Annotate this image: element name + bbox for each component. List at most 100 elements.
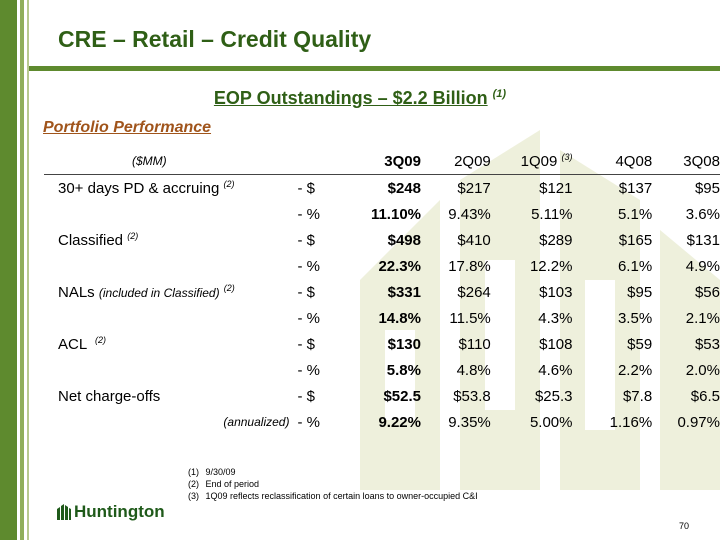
units-label: ($MM) [44,148,350,175]
column-header: 4Q08 [572,148,653,175]
footnote-text: 9/30/09 [205,467,236,477]
table-cell: $331 [387,283,421,301]
table-row: NALs (included in Classified) (2) - $ $3… [44,279,720,305]
table-row: - % 11.10% 9.43% 5.11% 5.1% 3.6% [44,201,720,227]
column-header-text: 1Q09 [520,153,558,170]
page-title: CRE – Retail – Credit Quality [58,26,372,52]
page-number: 70 [679,521,690,531]
table-cell: $264 [457,283,491,301]
table-cell: 9.43% [448,205,491,223]
subtitle-footnote-ref: (1) [492,88,507,100]
table-cell: $95 [627,283,653,301]
row-label: Net charge-offs [58,387,161,405]
table-cell: $56 [694,283,720,301]
footnote-number: (3) [188,491,199,501]
logo-text: Huntington [74,502,165,521]
table-row: (annualized) - % 9.22% 9.35% 5.00% 1.16%… [44,409,720,435]
table-cell: 2.2% [617,361,653,379]
row-label-text: Classified [58,232,124,249]
table-cell: 5.1% [617,205,653,223]
row-unit: - $ [297,283,315,301]
left-accent-stripe-thin [27,0,29,540]
footnote-text: End of period [205,479,260,489]
row-label-text: NALs [58,284,95,301]
footnote-text: 1Q09 reflects reclassification of certai… [205,491,478,501]
credit-quality-table: ($MM) 3Q09 2Q09 1Q09 (3) 4Q08 3Q08 30+ d… [44,148,720,435]
section-heading: Portfolio Performance [43,119,212,136]
row-unit: - % [297,413,320,431]
table-cell: $137 [618,179,653,197]
table-cell: 22.3% [378,257,421,275]
row-unit: - % [297,205,320,223]
table-row: Net charge-offs - $ $52.5 $53.8 $25.3 $7… [44,383,720,409]
subtitle: EOP Outstandings – $2.2 Billion (1) [0,88,720,109]
row-footnote-ref: (2) [223,179,235,189]
table-cell: 2.0% [685,361,720,379]
huntington-logo-icon [57,504,71,520]
table-cell: $59 [627,335,653,353]
table-cell: 5.11% [531,205,573,223]
table-cell: $165 [618,231,653,249]
table-cell: $410 [457,231,491,249]
table-cell: $53.8 [453,387,491,405]
row-unit: - % [297,309,320,327]
table-cell: 6.1% [617,257,653,275]
table-cell: 5.8% [386,361,421,379]
table-cell: 14.8% [378,309,421,327]
table-cell: $248 [387,179,421,197]
footnote-number: (2) [188,479,199,489]
table-cell: 9.22% [378,413,421,431]
table-cell: $289 [539,231,573,249]
footnote: (3) 1Q09 reflects reclassification of ce… [188,490,478,502]
row-label [44,201,297,227]
table-cell: 9.35% [448,413,491,431]
table-cell: $130 [387,335,421,353]
table-cell: 12.2% [529,257,573,275]
huntington-logo: Huntington [57,502,165,522]
left-accent-stripe [20,0,24,540]
column-footnote-ref: (3) [561,152,573,162]
table-cell: $103 [539,283,573,301]
table-row: - % 5.8% 4.8% 4.6% 2.2% 2.0% [44,357,720,383]
table-cell: 3.6% [685,205,720,223]
row-label: (annualized) [223,415,290,429]
row-footnote-ref: (2) [223,283,235,293]
row-unit: - $ [297,231,315,249]
row-label: NALs (included in Classified) (2) [44,279,297,305]
row-label [44,357,297,383]
table-cell: 4.6% [538,361,573,379]
table-cell: 4.8% [456,361,491,379]
table-cell: $25.3 [534,387,573,405]
table-cell: $7.8 [622,387,653,405]
table-cell: $95 [694,179,720,197]
row-sublabel: (included in Classified) [98,286,220,300]
table-cell: 11.5% [449,309,491,327]
table-cell: 11.10% [370,205,421,223]
row-unit: - $ [297,335,315,353]
table-cell: 3.5% [617,309,653,327]
table-cell: $217 [457,179,491,197]
table-row: - % 14.8% 11.5% 4.3% 3.5% 2.1% [44,305,720,331]
column-header: 1Q09 (3) [490,148,573,175]
footnote: (2) End of period [188,478,478,490]
table-cell: $53 [694,335,720,353]
table-cell: 0.97% [677,413,720,431]
row-label-text: ACL [58,336,87,353]
row-unit: - $ [297,179,315,197]
left-accent-bar [0,0,17,540]
row-unit: - $ [297,387,315,405]
column-header: 2Q09 [421,148,491,175]
row-label-text: 30+ days PD & accruing [58,180,220,197]
table-cell: $498 [387,231,421,249]
row-label [44,253,297,279]
table-cell: 17.8% [448,257,491,275]
column-header: 3Q08 [652,148,720,175]
table-cell: $6.5 [690,387,720,405]
table-cell: $110 [458,335,491,353]
table-cell: 1.16% [609,413,653,431]
table-cell: $52.5 [383,387,421,405]
row-label: ACL (2) [44,331,297,357]
table-cell: $108 [539,335,573,353]
table-row: Classified (2) - $ $498 $410 $289 $165 $… [44,227,720,253]
title-rule [29,66,720,71]
